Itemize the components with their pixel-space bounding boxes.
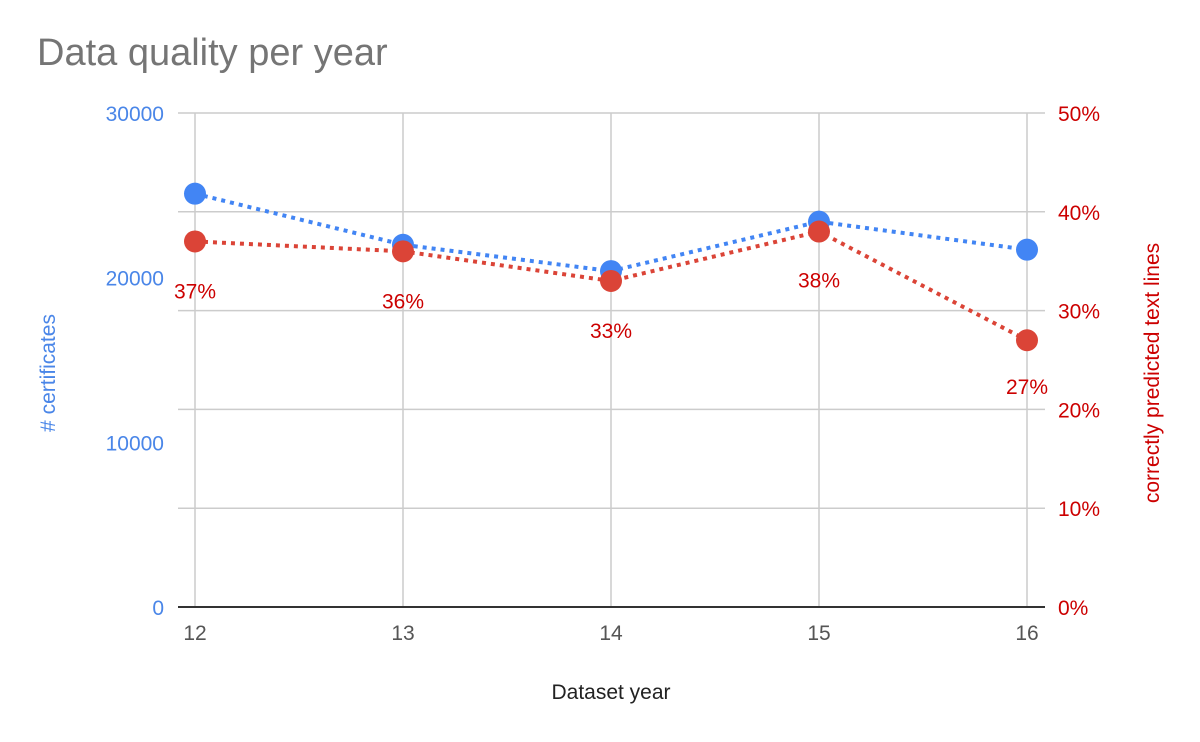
axes: 0 10000 20000 30000 0% 10% 20% 30% 40% 50% 12 13 14 1… xyxy=(106,103,1100,645)
right-axis-title: correctly predicted text lines xyxy=(1141,243,1164,503)
left-axis-tick-label: 30000 xyxy=(106,103,164,126)
series-line xyxy=(194,229,1028,343)
left-axis-tick-label: 0 xyxy=(152,597,164,620)
data-point xyxy=(392,240,414,263)
x-axis-tick-label: 13 xyxy=(391,622,414,645)
x-axis-title: Dataset year xyxy=(551,681,670,704)
right-axis-tick-label: 0% xyxy=(1058,597,1088,620)
x-axis-tick-label: 16 xyxy=(1015,622,1038,645)
data-point xyxy=(808,220,830,243)
left-axis-tick-label: 20000 xyxy=(106,268,164,291)
data-labels: 37% 36% 33% 38% 27% xyxy=(174,270,1048,400)
x-axis-tick-label: 14 xyxy=(599,622,623,645)
x-axis-tick-label: 15 xyxy=(807,622,830,645)
right-axis-tick-label: 30% xyxy=(1058,301,1100,324)
data-label: 37% xyxy=(174,280,216,303)
data-point xyxy=(600,269,622,292)
left-axis-tick-label: 10000 xyxy=(106,432,164,455)
data-label: 33% xyxy=(590,320,632,343)
data-label: 27% xyxy=(1006,376,1048,399)
data-label: 38% xyxy=(798,270,840,293)
right-axis-tick-label: 20% xyxy=(1058,399,1100,422)
right-axis-tick-label: 40% xyxy=(1058,202,1100,225)
series-points xyxy=(184,182,1038,352)
data-point xyxy=(184,182,206,205)
right-axis-tick-label: 50% xyxy=(1058,103,1100,126)
data-label: 36% xyxy=(382,290,424,313)
data-point xyxy=(184,230,206,253)
x-axis-tick-label: 12 xyxy=(183,622,206,645)
gridlines xyxy=(178,112,1045,607)
chart-title: Data quality per year xyxy=(37,32,388,74)
data-point xyxy=(1016,329,1038,352)
right-axis-tick-label: 10% xyxy=(1058,498,1100,521)
left-axis-title: # certificates xyxy=(37,314,60,432)
data-point xyxy=(1016,238,1038,261)
